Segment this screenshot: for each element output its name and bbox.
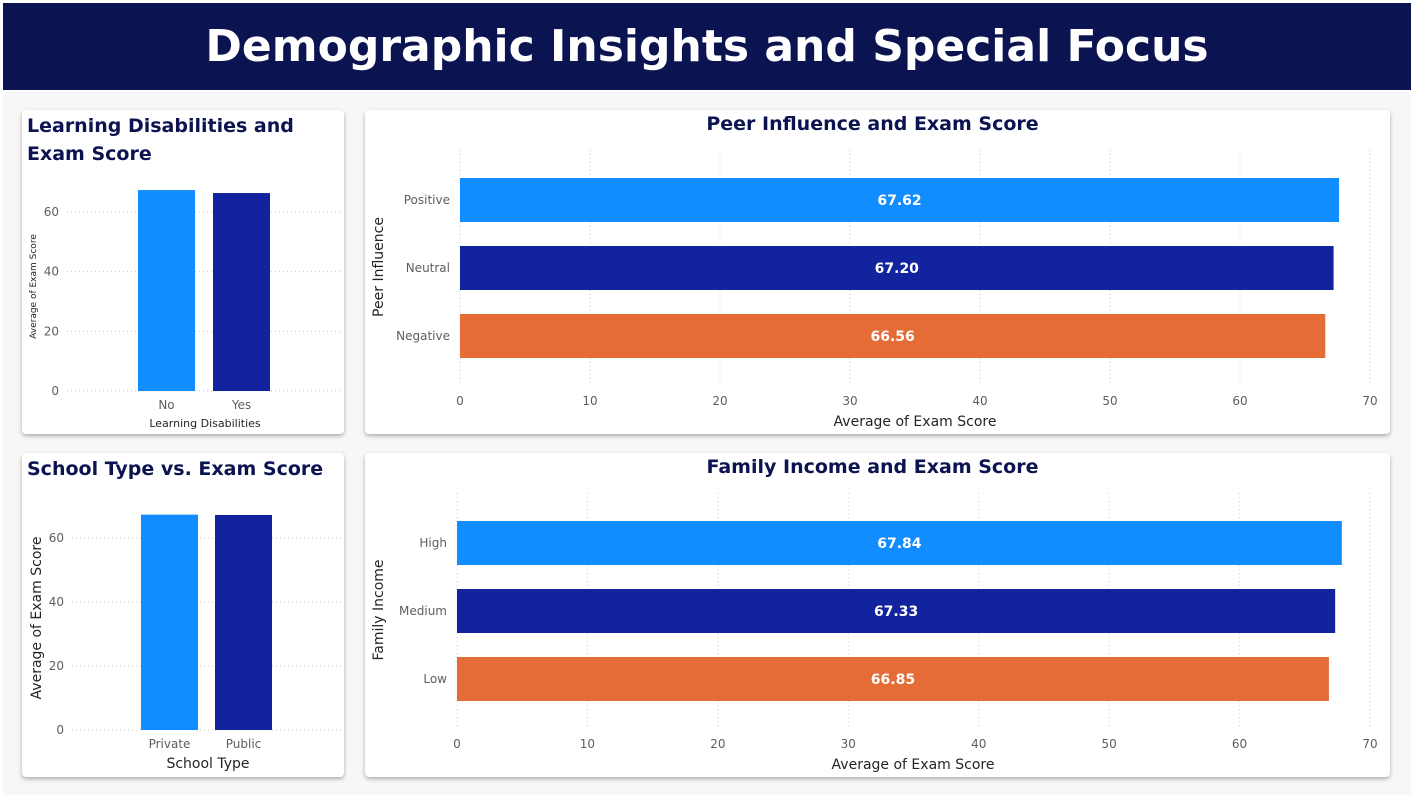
y-tick-label: 60 xyxy=(44,205,59,219)
x-tick-label: 60 xyxy=(1232,394,1247,408)
y-tick-label: Medium xyxy=(399,604,447,618)
y-tick-label: 20 xyxy=(49,659,64,673)
data-label: 67.33 xyxy=(874,604,918,620)
x-axis-title: Learning Disabilities xyxy=(149,417,261,430)
x-tick-label: 20 xyxy=(710,737,725,751)
x-tick-label: Public xyxy=(226,737,262,751)
data-label: 67.62 xyxy=(877,193,921,209)
x-tick-label: 10 xyxy=(582,394,597,408)
dashboard-header: Demographic Insights and Special Focus xyxy=(3,3,1411,90)
family-income-chart: 0 10 20 30 40 50 60 70 High 67.84 Medium 67.33 Low 66… xyxy=(371,493,1378,773)
x-tick-label: 30 xyxy=(841,737,856,751)
learning-disabilities-chart: 0 20 40 60 No Yes Learning Disabilities Average… xyxy=(29,190,342,430)
x-tick-label: 60 xyxy=(1232,737,1247,751)
bar-medium xyxy=(457,589,1336,633)
x-axis-title: Average of Exam Score xyxy=(832,757,995,773)
y-tick-label: 60 xyxy=(49,531,64,545)
dashboard-title: Demographic Insights and Special Focus xyxy=(205,21,1209,72)
x-tick-label: 0 xyxy=(456,394,464,408)
x-tick-label: 50 xyxy=(1102,394,1117,408)
y-tick-label: 0 xyxy=(56,723,64,737)
y-tick-label: Neutral xyxy=(406,261,450,275)
x-tick-label: 20 xyxy=(712,394,727,408)
family-income-chart-title: Family Income and Exam Score xyxy=(706,456,1039,478)
y-axis-title: Average of Exam Score xyxy=(29,234,39,339)
bar-neutral xyxy=(460,246,1334,290)
data-label: 67.20 xyxy=(875,261,920,277)
x-axis-title: Average of Exam Score xyxy=(834,414,997,430)
learning-disabilities-chart-title: Learning Disabilities and Exam Score xyxy=(27,115,294,165)
peer-influence-chart-title: Peer Influence and Exam Score xyxy=(706,113,1039,135)
y-tick-label: 40 xyxy=(49,595,64,609)
peer-influence-chart: 0 10 20 30 40 50 60 70 Positive 67.62 Neutral 67.20… xyxy=(371,150,1378,430)
x-tick-label: 70 xyxy=(1362,394,1377,408)
y-tick-label: 40 xyxy=(44,265,59,279)
x-tick-label: 30 xyxy=(842,394,857,408)
x-tick-label: 0 xyxy=(453,737,461,751)
y-axis-title: Family Income xyxy=(371,559,387,660)
y-axis-title: Average of Exam Score xyxy=(29,537,45,700)
x-tick-label: No xyxy=(158,398,174,412)
bar-high xyxy=(457,521,1342,565)
x-tick-label: 40 xyxy=(972,394,987,408)
bar-private xyxy=(141,514,198,730)
school-type-chart-card[interactable]: School Type vs. Exam Score 0 20 40 60 Privat… xyxy=(22,453,344,777)
data-label: 66.56 xyxy=(870,329,914,345)
bar-public xyxy=(215,514,272,730)
x-tick-label: 70 xyxy=(1362,737,1377,751)
data-label: 66.85 xyxy=(871,672,915,688)
bar-low xyxy=(457,657,1329,701)
bar-negative xyxy=(460,314,1326,358)
y-tick-label: 20 xyxy=(44,324,59,338)
y-axis-title: Peer Influence xyxy=(371,217,387,317)
x-tick-label: Private xyxy=(149,737,191,751)
y-tick-label: High xyxy=(419,536,447,550)
school-type-chart: 0 20 40 60 Private Public School Type Average o… xyxy=(29,514,342,772)
y-tick-label: Positive xyxy=(404,193,450,207)
family-income-chart-card[interactable]: Family Income and Exam Score 0 10 20 30 40 50… xyxy=(365,453,1390,777)
data-label: 67.84 xyxy=(877,536,922,552)
x-tick-label: 50 xyxy=(1102,737,1117,751)
x-tick-label: 10 xyxy=(580,737,595,751)
learning-disabilities-chart-card[interactable]: Learning Disabilities and Exam Score 0 20… xyxy=(22,110,344,434)
bar-yes xyxy=(213,193,270,391)
x-tick-label: Yes xyxy=(231,398,251,412)
x-axis-title: School Type xyxy=(166,756,249,772)
y-tick-label: Low xyxy=(423,672,447,686)
bar-positive xyxy=(460,178,1340,222)
x-tick-label: 40 xyxy=(971,737,986,751)
bar-no xyxy=(138,190,195,391)
peer-influence-chart-card[interactable]: Peer Influence and Exam Score 0 10 20 30 40 5… xyxy=(365,110,1390,434)
y-tick-label: Negative xyxy=(396,329,450,343)
y-tick-label: 0 xyxy=(51,384,59,398)
school-type-chart-title: School Type vs. Exam Score xyxy=(27,458,324,480)
